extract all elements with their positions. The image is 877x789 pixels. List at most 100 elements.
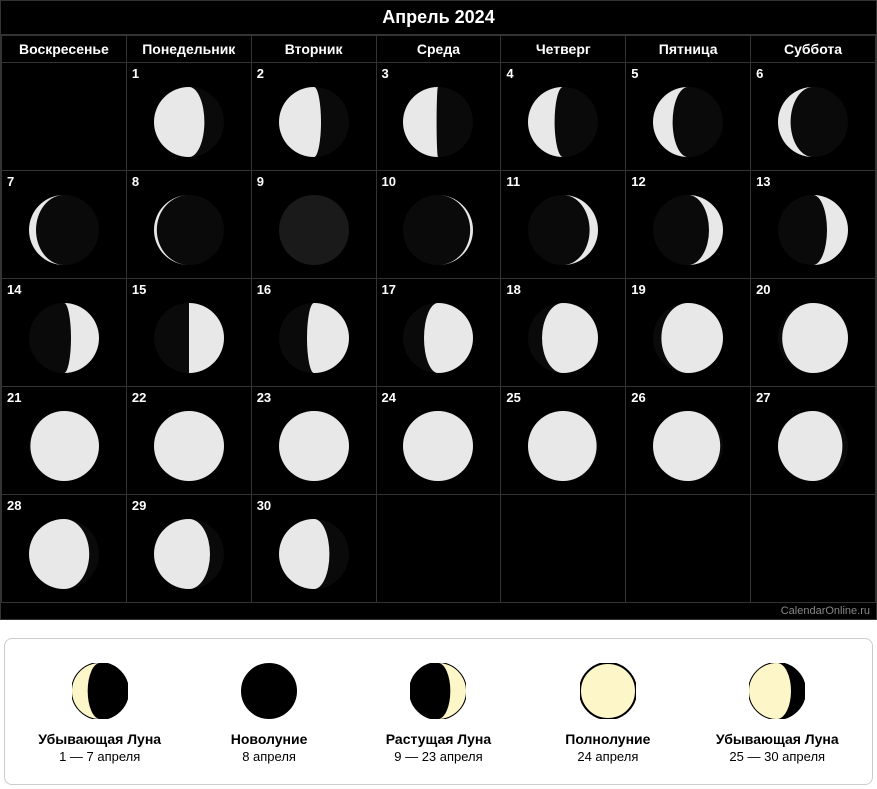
day-number: 9 xyxy=(257,174,264,189)
day-number: 20 xyxy=(756,282,770,297)
day-cell: 7 xyxy=(2,171,127,279)
lunar-calendar: Апрель 2024 ВоскресеньеПонедельникВторни… xyxy=(0,0,877,620)
day-number: 24 xyxy=(382,390,396,405)
day-number: 27 xyxy=(756,390,770,405)
moon-phase-icon xyxy=(501,63,625,170)
day-number: 5 xyxy=(631,66,638,81)
legend-phase-name: Убывающая Луна xyxy=(697,731,857,747)
moon-phase-icon xyxy=(252,63,376,170)
day-cell: 30 xyxy=(251,495,376,603)
day-cell: 15 xyxy=(126,279,251,387)
day-cell: 25 xyxy=(501,387,626,495)
day-cell: 2 xyxy=(251,63,376,171)
day-cell: 4 xyxy=(501,63,626,171)
day-number: 3 xyxy=(382,66,389,81)
day-cell: 28 xyxy=(2,495,127,603)
day-number: 1 xyxy=(132,66,139,81)
day-number: 4 xyxy=(506,66,513,81)
day-cell: 14 xyxy=(2,279,127,387)
moon-phase-icon xyxy=(2,171,126,278)
day-cell: 1 xyxy=(126,63,251,171)
moon-phase-icon xyxy=(751,63,875,170)
phase-legend: Убывающая Луна 1 — 7 апреля Новолуние 8 апр… xyxy=(4,638,873,785)
day-cell: 22 xyxy=(126,387,251,495)
legend-date-range: 25 — 30 апреля xyxy=(697,749,857,764)
legend-item: Растущая Луна 9 — 23 апреля xyxy=(358,663,518,764)
empty-cell xyxy=(2,63,127,171)
day-number: 25 xyxy=(506,390,520,405)
day-number: 16 xyxy=(257,282,271,297)
moon-phase-icon xyxy=(252,171,376,278)
weekday-header: Воскресенье xyxy=(2,36,127,63)
day-number: 19 xyxy=(631,282,645,297)
day-cell: 20 xyxy=(751,279,876,387)
moon-phase-icon xyxy=(127,171,251,278)
day-cell: 23 xyxy=(251,387,376,495)
day-number: 28 xyxy=(7,498,21,513)
day-cell: 29 xyxy=(126,495,251,603)
day-number: 30 xyxy=(257,498,271,513)
day-cell: 9 xyxy=(251,171,376,279)
day-cell: 13 xyxy=(751,171,876,279)
moon-phase-icon xyxy=(377,63,501,170)
legend-phase-name: Растущая Луна xyxy=(358,731,518,747)
legend-item: Убывающая Луна 25 — 30 апреля xyxy=(697,663,857,764)
day-number: 26 xyxy=(631,390,645,405)
day-cell: 21 xyxy=(2,387,127,495)
day-cell: 3 xyxy=(376,63,501,171)
day-cell: 19 xyxy=(626,279,751,387)
day-cell: 27 xyxy=(751,387,876,495)
moon-phase-icon xyxy=(127,63,251,170)
weekday-header: Суббота xyxy=(751,36,876,63)
day-cell: 24 xyxy=(376,387,501,495)
legend-item: Убывающая Луна 1 — 7 апреля xyxy=(20,663,180,764)
empty-cell xyxy=(751,495,876,603)
day-cell: 10 xyxy=(376,171,501,279)
weekday-header: Понедельник xyxy=(126,36,251,63)
day-cell: 8 xyxy=(126,171,251,279)
day-number: 2 xyxy=(257,66,264,81)
empty-cell xyxy=(501,495,626,603)
day-cell: 5 xyxy=(626,63,751,171)
day-number: 13 xyxy=(756,174,770,189)
empty-cell xyxy=(626,495,751,603)
day-number: 8 xyxy=(132,174,139,189)
day-number: 6 xyxy=(756,66,763,81)
day-number: 21 xyxy=(7,390,21,405)
legend-phase-name: Убывающая Луна xyxy=(20,731,180,747)
legend-date-range: 8 апреля xyxy=(189,749,349,764)
day-number: 22 xyxy=(132,390,146,405)
weekday-header: Среда xyxy=(376,36,501,63)
legend-item: Полнолуние24 апреля xyxy=(528,663,688,764)
day-cell: 11 xyxy=(501,171,626,279)
day-cell: 17 xyxy=(376,279,501,387)
day-cell: 26 xyxy=(626,387,751,495)
day-cell: 18 xyxy=(501,279,626,387)
day-number: 17 xyxy=(382,282,396,297)
day-cell: 6 xyxy=(751,63,876,171)
day-number: 18 xyxy=(506,282,520,297)
moon-phase-icon xyxy=(626,63,750,170)
legend-item: Новолуние 8 апреля xyxy=(189,663,349,764)
day-number: 15 xyxy=(132,282,146,297)
day-cell: 12 xyxy=(626,171,751,279)
calendar-title: Апрель 2024 xyxy=(1,1,876,35)
legend-date-range: 24 апреля xyxy=(528,749,688,764)
day-number: 7 xyxy=(7,174,14,189)
day-number: 14 xyxy=(7,282,21,297)
day-number: 12 xyxy=(631,174,645,189)
weekday-header: Четверг xyxy=(501,36,626,63)
day-number: 23 xyxy=(257,390,271,405)
weekday-header: Пятница xyxy=(626,36,751,63)
day-number: 29 xyxy=(132,498,146,513)
legend-date-range: 9 — 23 апреля xyxy=(358,749,518,764)
weekday-header: Вторник xyxy=(251,36,376,63)
day-number: 11 xyxy=(506,174,520,189)
attribution-text: CalendarOnline.ru xyxy=(1,603,876,619)
empty-cell xyxy=(376,495,501,603)
day-cell: 16 xyxy=(251,279,376,387)
legend-phase-name: Новолуние xyxy=(189,731,349,747)
calendar-table: ВоскресеньеПонедельникВторникСредаЧетвер… xyxy=(1,35,876,603)
legend-date-range: 1 — 7 апреля xyxy=(20,749,180,764)
day-number: 10 xyxy=(382,174,396,189)
